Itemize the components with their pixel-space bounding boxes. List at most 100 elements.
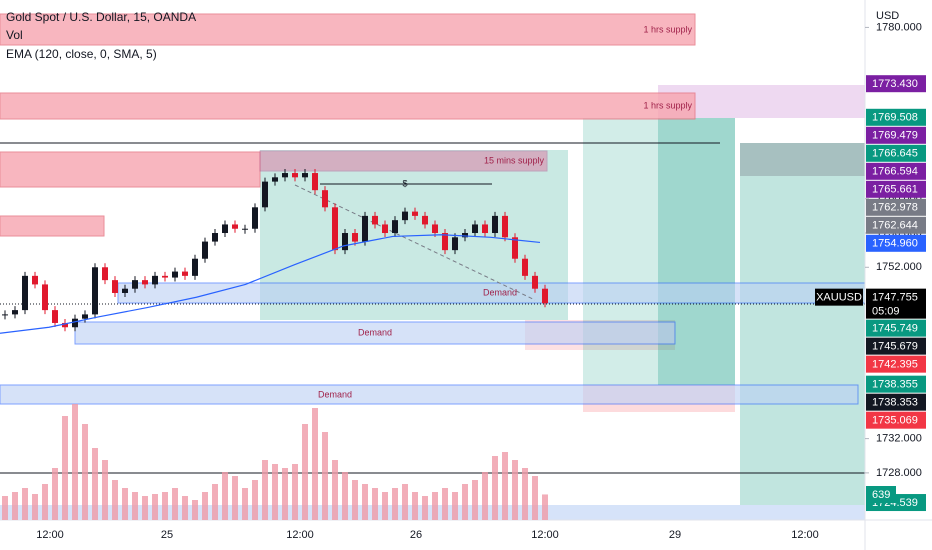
price-label-box bbox=[866, 216, 926, 234]
volume-bar bbox=[502, 452, 508, 520]
supply-zone bbox=[0, 13, 696, 46]
volume-bar bbox=[92, 448, 98, 520]
zone-label: $ bbox=[402, 178, 407, 188]
zone-label: Demand bbox=[358, 327, 392, 337]
candle bbox=[32, 275, 38, 285]
volume-bar bbox=[162, 492, 168, 520]
volume-bar bbox=[22, 488, 28, 520]
volume-bar bbox=[202, 492, 208, 520]
volume-bar bbox=[62, 416, 68, 520]
candle bbox=[232, 224, 238, 229]
volume-bar bbox=[422, 496, 428, 520]
x-tick-label: 25 bbox=[161, 529, 173, 541]
currency: USD bbox=[876, 10, 899, 22]
candle bbox=[52, 310, 58, 323]
zone-label: 15 mins supply bbox=[484, 155, 545, 165]
volume-bar bbox=[482, 472, 488, 520]
volume-bar bbox=[292, 464, 298, 520]
candle bbox=[72, 318, 78, 328]
volume-bar bbox=[252, 480, 258, 520]
price-label-box bbox=[866, 393, 926, 411]
supply-zone bbox=[0, 151, 261, 188]
volume-bar bbox=[42, 484, 48, 520]
volume-bar bbox=[2, 496, 8, 520]
volume-bar bbox=[432, 492, 438, 520]
long-box bbox=[740, 143, 865, 505]
price-label-box bbox=[866, 375, 926, 393]
x-tick-label: 29 bbox=[669, 529, 681, 541]
volume-bar bbox=[352, 480, 358, 520]
candle bbox=[262, 181, 268, 208]
candle bbox=[512, 237, 518, 259]
candle bbox=[222, 224, 228, 234]
zones bbox=[0, 13, 866, 520]
candle bbox=[422, 215, 428, 225]
price-label-box bbox=[866, 108, 926, 126]
candle bbox=[182, 271, 188, 276]
symbol-tag-box bbox=[815, 288, 863, 306]
price-label: 1745.749 bbox=[872, 323, 918, 335]
volume-bar bbox=[282, 468, 288, 520]
candle bbox=[192, 258, 198, 276]
y-tick-label: 1732.000 bbox=[876, 433, 922, 445]
volume-bar bbox=[222, 472, 228, 520]
candle bbox=[102, 267, 108, 281]
volume-bar bbox=[152, 494, 158, 520]
zone-label: Demand bbox=[483, 287, 517, 297]
price-label: 1765.661 bbox=[872, 184, 918, 196]
volume-bar bbox=[412, 492, 418, 520]
volume-bar bbox=[122, 488, 128, 520]
candle bbox=[442, 233, 448, 251]
volume-label-box bbox=[866, 486, 896, 503]
volume-bar bbox=[112, 480, 118, 520]
price-label: 1735.069 bbox=[872, 415, 918, 427]
candle bbox=[112, 280, 118, 293]
candle bbox=[152, 275, 158, 285]
candle bbox=[92, 267, 98, 315]
candle bbox=[172, 271, 178, 278]
volume-bar bbox=[182, 496, 188, 520]
candle bbox=[202, 241, 208, 259]
volume-bar bbox=[172, 488, 178, 520]
candle bbox=[252, 207, 258, 229]
volume-bar bbox=[362, 484, 368, 520]
volume-bar bbox=[52, 468, 58, 520]
candle bbox=[362, 215, 368, 242]
volume-bar bbox=[102, 460, 108, 520]
price-label: 1766.594 bbox=[872, 166, 918, 178]
candle bbox=[412, 211, 418, 216]
candle bbox=[402, 211, 408, 221]
y-tick-label: 1728.000 bbox=[876, 467, 922, 479]
zone-label: 1 hrs supply bbox=[643, 24, 692, 34]
y-tick-label: 1780.000 bbox=[876, 21, 922, 33]
supply-zone bbox=[0, 92, 696, 120]
candle bbox=[2, 314, 8, 316]
price-label: 1738.355 bbox=[872, 379, 918, 391]
volume-bar bbox=[472, 480, 478, 520]
candle bbox=[122, 288, 128, 293]
volume-bar bbox=[322, 432, 328, 520]
candle bbox=[502, 215, 508, 238]
price-label: 1745.679 bbox=[872, 341, 918, 353]
candle bbox=[532, 275, 538, 289]
price-label: 1769.479 bbox=[872, 130, 918, 142]
candle bbox=[302, 173, 308, 178]
x-tick-label: 12:00 bbox=[791, 529, 819, 541]
candle bbox=[282, 173, 288, 178]
volume-bar bbox=[12, 492, 18, 520]
volume-bar bbox=[332, 460, 338, 520]
candle bbox=[352, 233, 358, 242]
volume-bar bbox=[142, 496, 148, 520]
price-label: 1762.978 bbox=[872, 202, 918, 214]
ema-legend: EMA (120, close, 0, SMA, 5) bbox=[6, 47, 157, 61]
candle bbox=[62, 322, 68, 328]
demand-zone bbox=[0, 384, 859, 405]
candle bbox=[492, 215, 498, 234]
price-label-box bbox=[866, 319, 926, 337]
volume-bar bbox=[212, 484, 218, 520]
symbol-tag: XAUUSD bbox=[816, 292, 862, 304]
candle bbox=[432, 224, 438, 234]
candle bbox=[372, 215, 378, 225]
candle bbox=[482, 224, 488, 234]
candle bbox=[162, 275, 168, 278]
